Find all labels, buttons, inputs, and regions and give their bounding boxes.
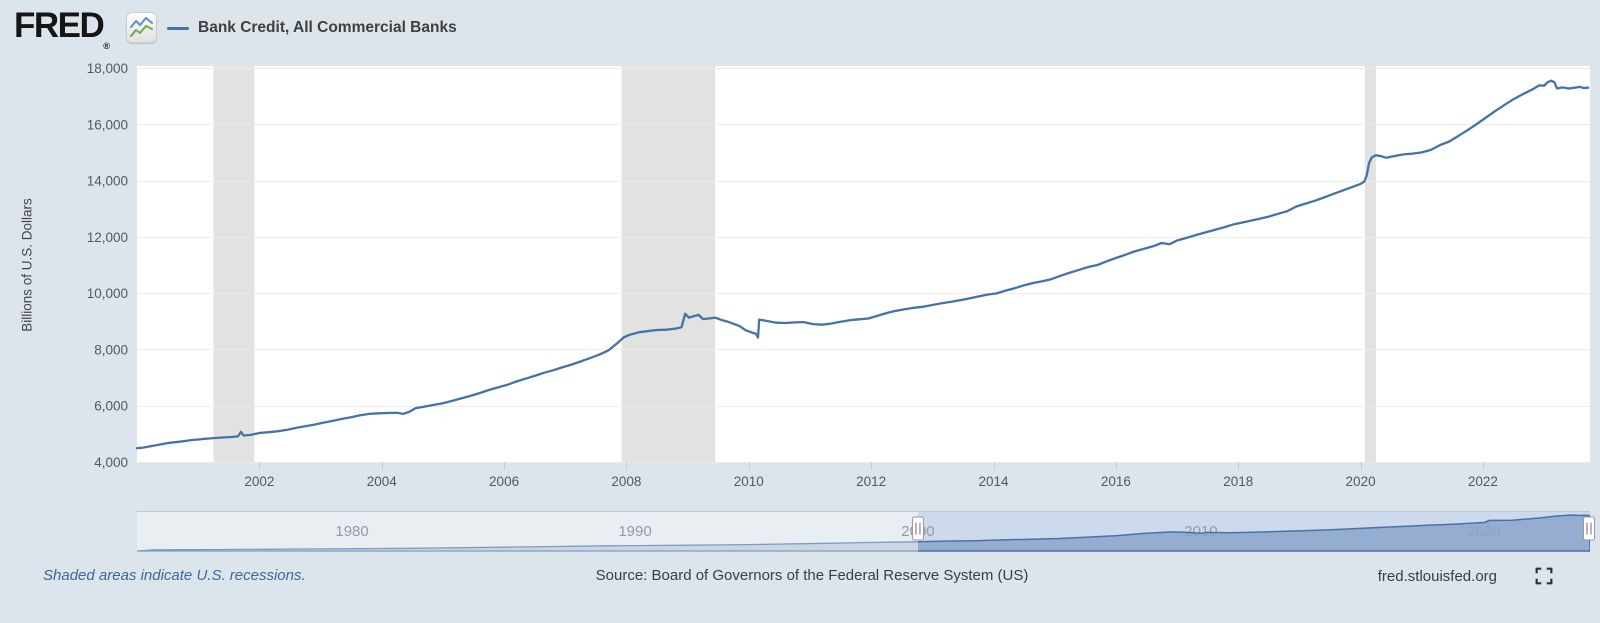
x-axis-tick-label: 2012 [856, 474, 886, 489]
y-axis-tick-label: 16,000 [87, 117, 128, 132]
y-axis-tick-label: 4,000 [94, 455, 128, 470]
legend-series-label: Bank Credit, All Commercial Banks [198, 19, 457, 36]
recession-band [213, 66, 255, 462]
fred-chart-icon[interactable] [126, 12, 157, 43]
recession-note: Shaded areas indicate U.S. recessions. [43, 567, 306, 584]
x-axis-tick-label: 2014 [978, 474, 1009, 489]
recession-band [621, 66, 716, 462]
slider-handle-left[interactable] [911, 516, 924, 541]
slider-year-label: 1990 [618, 523, 651, 540]
slider-mini-area-unselected [137, 541, 918, 552]
x-axis-tick-label: 2004 [367, 474, 398, 489]
x-axis-tick-label: 2008 [611, 474, 641, 489]
slider-handle-left-grip-box [911, 516, 924, 541]
slider-handle-right-grip-box [1583, 516, 1595, 541]
x-axis-tick-label: 2016 [1101, 474, 1131, 489]
plot-area[interactable] [137, 66, 1590, 462]
slider-mini-area-selected [917, 514, 1590, 552]
fred-site-link[interactable]: fred.stlouisfed.org [1377, 568, 1497, 585]
y-axis-tick-label: 14,000 [87, 174, 128, 189]
x-axis-tick-label: 2018 [1223, 474, 1253, 489]
series-legend[interactable]: Bank Credit, All Commercial Banks [167, 0, 457, 56]
x-axis-tick-label: 2010 [734, 474, 764, 489]
fred-logo[interactable]: FRED® [14, 6, 110, 52]
x-axis-tick-label: 2002 [244, 474, 274, 489]
x-axis-tick-label: 2020 [1346, 474, 1376, 489]
y-axis-tick-label: 6,000 [94, 399, 128, 414]
y-axis-tick-label: 18,000 [87, 61, 128, 76]
x-axis-tick-label: 2006 [489, 474, 519, 489]
recession-band [1364, 66, 1376, 462]
slider-year-label: 1980 [335, 523, 368, 540]
y-axis-tick-label: 8,000 [94, 342, 128, 357]
y-axis-tick-label: 12,000 [87, 230, 128, 245]
fullscreen-button[interactable] [1533, 565, 1555, 587]
source-attribution: Source: Board of Governors of the Federa… [595, 567, 1029, 584]
data-line-bank-credit[interactable] [135, 79, 1590, 450]
registered-trademark: ® [103, 41, 110, 51]
legend-line-swatch [167, 26, 189, 30]
y-axis-title: Billions of U.S. Dollars [19, 198, 35, 332]
chart-lines-icon [130, 17, 153, 37]
slider-handle-right[interactable] [1583, 516, 1595, 541]
x-axis-tick-label: 2022 [1468, 474, 1498, 489]
y-axis-tick-label: 10,000 [87, 286, 128, 301]
fullscreen-icon [1535, 567, 1553, 585]
